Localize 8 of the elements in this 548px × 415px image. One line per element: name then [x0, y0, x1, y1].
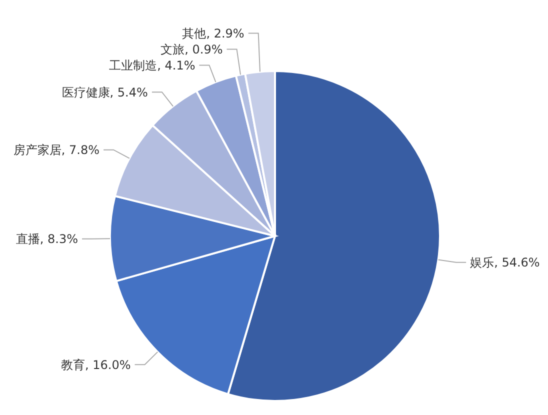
slice-label: 医疗健康, 5.4% — [62, 85, 148, 100]
slice-label: 娱乐, 54.6% — [470, 256, 540, 270]
slice-label: 文旅, 0.9% — [160, 42, 223, 56]
slice-label: 直播, 8.3% — [16, 232, 78, 246]
slice-label: 教育, 16.0% — [61, 358, 131, 372]
slice-label: 工业制造, 4.1% — [109, 58, 196, 72]
slice-label: 其他, 2.9% — [182, 26, 244, 40]
slice-label: 房产家居, 7.8% — [13, 143, 100, 158]
